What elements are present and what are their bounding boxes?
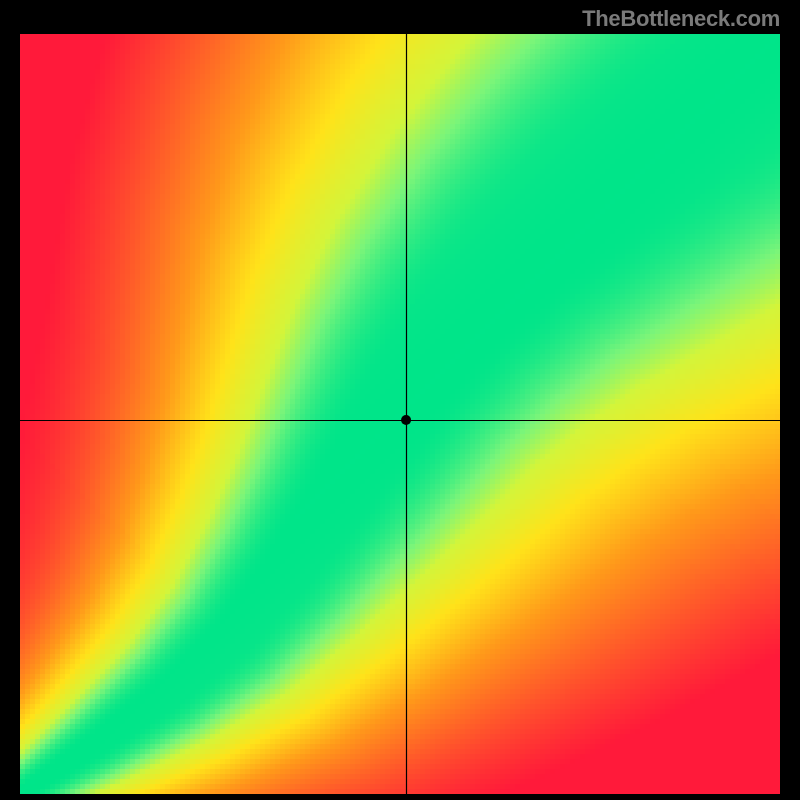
crosshair-overlay-canvas — [20, 34, 780, 794]
chart-container: TheBottleneck.com — [0, 0, 800, 800]
watermark-text: TheBottleneck.com — [582, 6, 780, 32]
